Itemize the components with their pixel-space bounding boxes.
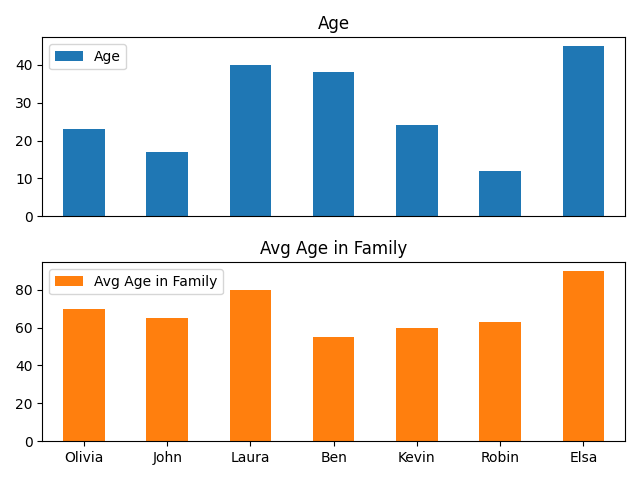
Title: Avg Age in Family: Avg Age in Family: [260, 240, 407, 258]
Bar: [479, 171, 521, 216]
Bar: [63, 129, 105, 216]
Bar: [313, 72, 355, 216]
Bar: [563, 46, 604, 216]
Bar: [63, 309, 105, 441]
Bar: [230, 65, 271, 216]
Legend: Age: Age: [49, 44, 126, 70]
Bar: [396, 125, 438, 216]
Bar: [147, 318, 188, 441]
Legend: Avg Age in Family: Avg Age in Family: [49, 269, 223, 294]
Bar: [147, 152, 188, 216]
Bar: [563, 271, 604, 441]
Bar: [230, 290, 271, 441]
Bar: [313, 337, 355, 441]
Bar: [396, 327, 438, 441]
Bar: [479, 322, 521, 441]
Title: Age: Age: [317, 15, 349, 33]
